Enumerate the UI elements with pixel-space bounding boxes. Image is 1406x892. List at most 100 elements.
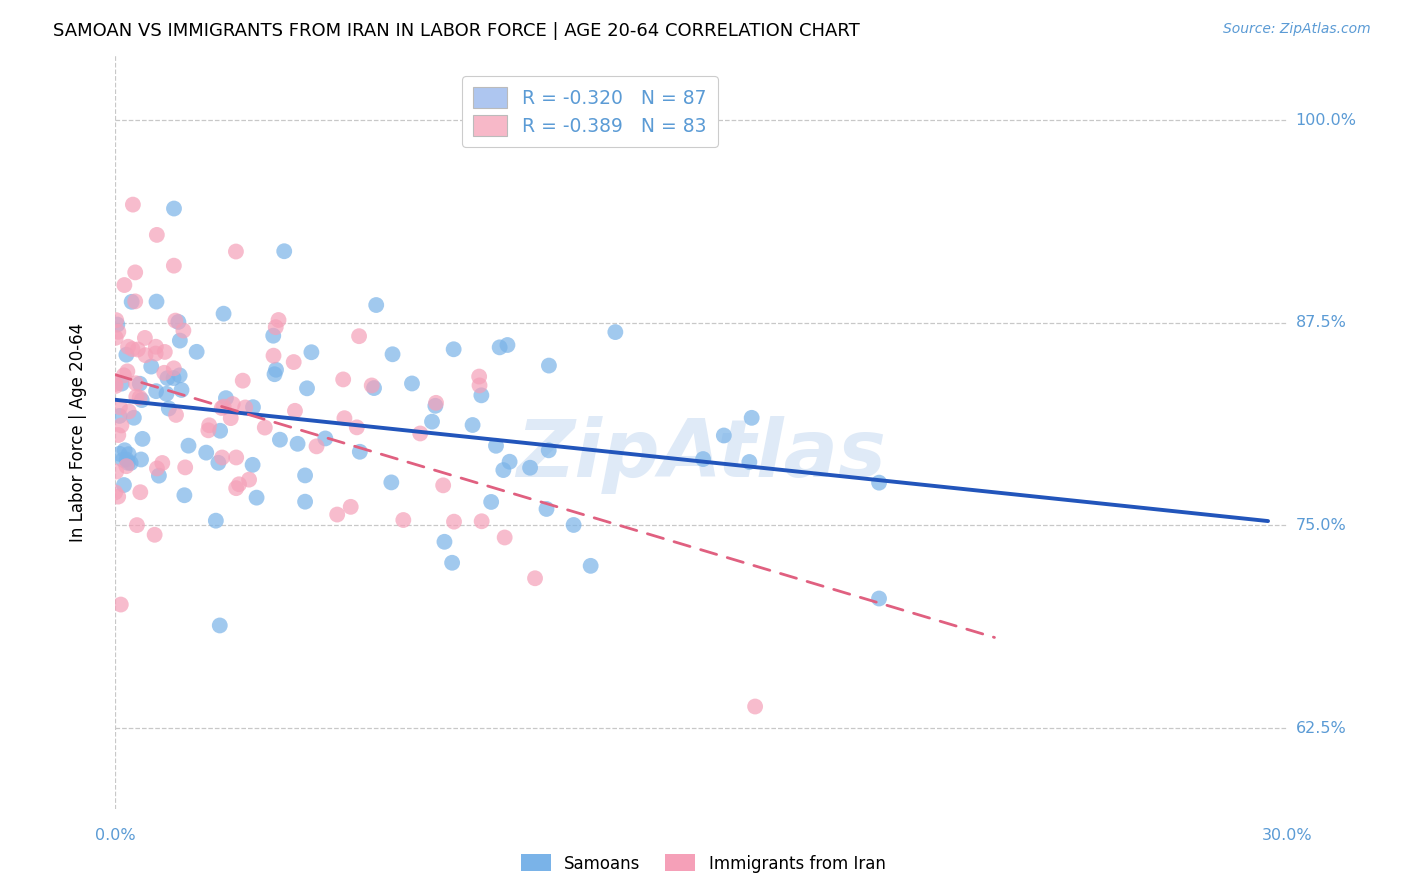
Text: 30.0%: 30.0%	[1263, 828, 1313, 843]
Point	[112, 478, 135, 492]
Point	[295, 381, 318, 395]
Point	[269, 433, 291, 447]
Point	[162, 371, 184, 385]
Point	[104, 485, 127, 500]
Point	[177, 439, 200, 453]
Text: SAMOAN VS IMMIGRANTS FROM IRAN IN LABOR FORCE | AGE 20-64 CORRELATION CHART: SAMOAN VS IMMIGRANTS FROM IRAN IN LABOR …	[53, 22, 860, 40]
Point	[128, 376, 150, 391]
Point	[245, 491, 267, 505]
Point	[145, 384, 167, 399]
Point	[360, 378, 382, 392]
Point	[537, 359, 560, 373]
Point	[148, 468, 170, 483]
Point	[150, 456, 173, 470]
Point	[117, 447, 139, 461]
Point	[211, 450, 233, 465]
Point	[468, 369, 491, 384]
Text: 0.0%: 0.0%	[94, 828, 135, 843]
Point	[107, 490, 129, 504]
Point	[208, 618, 231, 632]
Point	[536, 502, 558, 516]
Point	[294, 494, 316, 508]
Point	[117, 456, 139, 470]
Point	[868, 591, 890, 606]
Text: 62.5%: 62.5%	[1295, 721, 1346, 736]
Point	[263, 368, 285, 382]
Point	[129, 485, 152, 500]
Point	[207, 456, 229, 470]
Point	[232, 374, 254, 388]
Point	[741, 410, 763, 425]
Point	[225, 244, 247, 259]
Point	[104, 331, 127, 345]
Point	[347, 329, 370, 343]
Point	[238, 473, 260, 487]
Point	[198, 418, 221, 433]
Point	[105, 465, 128, 479]
Text: In Labor Force | Age 20-64: In Labor Force | Age 20-64	[69, 323, 87, 541]
Point	[326, 508, 349, 522]
Point	[124, 294, 146, 309]
Point	[212, 400, 235, 414]
Point	[332, 372, 354, 386]
Point	[381, 347, 404, 361]
Point	[112, 278, 135, 293]
Point	[461, 417, 484, 432]
Point	[263, 349, 285, 363]
Legend: Samoans, Immigrants from Iran: Samoans, Immigrants from Iran	[513, 847, 893, 880]
Point	[165, 408, 187, 422]
Point	[197, 423, 219, 437]
Point	[392, 513, 415, 527]
Point	[267, 313, 290, 327]
Point	[205, 514, 228, 528]
Point	[163, 361, 186, 376]
Point	[110, 598, 132, 612]
Point	[494, 531, 516, 545]
Point	[305, 439, 328, 453]
Point	[524, 571, 547, 585]
Point	[744, 699, 766, 714]
Point	[186, 344, 208, 359]
Point	[713, 428, 735, 442]
Point	[105, 318, 128, 332]
Point	[242, 458, 264, 472]
Point	[215, 391, 238, 405]
Point	[425, 396, 447, 410]
Point	[284, 404, 307, 418]
Point	[157, 401, 180, 416]
Point	[470, 388, 492, 402]
Point	[115, 452, 138, 467]
Point	[120, 456, 142, 470]
Point	[488, 340, 510, 354]
Point	[211, 401, 233, 415]
Point	[233, 401, 256, 415]
Point	[425, 399, 447, 413]
Point	[104, 379, 127, 393]
Point	[112, 368, 135, 383]
Point	[868, 475, 890, 490]
Point	[468, 378, 491, 392]
Point	[122, 197, 145, 211]
Point	[153, 366, 176, 380]
Point	[380, 475, 402, 490]
Point	[115, 348, 138, 362]
Point	[107, 325, 129, 339]
Point	[212, 307, 235, 321]
Point	[264, 320, 287, 334]
Point	[363, 381, 385, 395]
Point	[163, 259, 186, 273]
Point	[333, 411, 356, 425]
Point	[346, 420, 368, 434]
Point	[219, 411, 242, 425]
Point	[287, 437, 309, 451]
Point	[485, 439, 508, 453]
Point	[225, 450, 247, 465]
Point	[349, 444, 371, 458]
Point	[131, 432, 153, 446]
Point	[131, 393, 153, 408]
Point	[222, 397, 245, 411]
Point	[134, 331, 156, 345]
Point	[155, 386, 177, 401]
Point	[225, 481, 247, 495]
Point	[401, 376, 423, 391]
